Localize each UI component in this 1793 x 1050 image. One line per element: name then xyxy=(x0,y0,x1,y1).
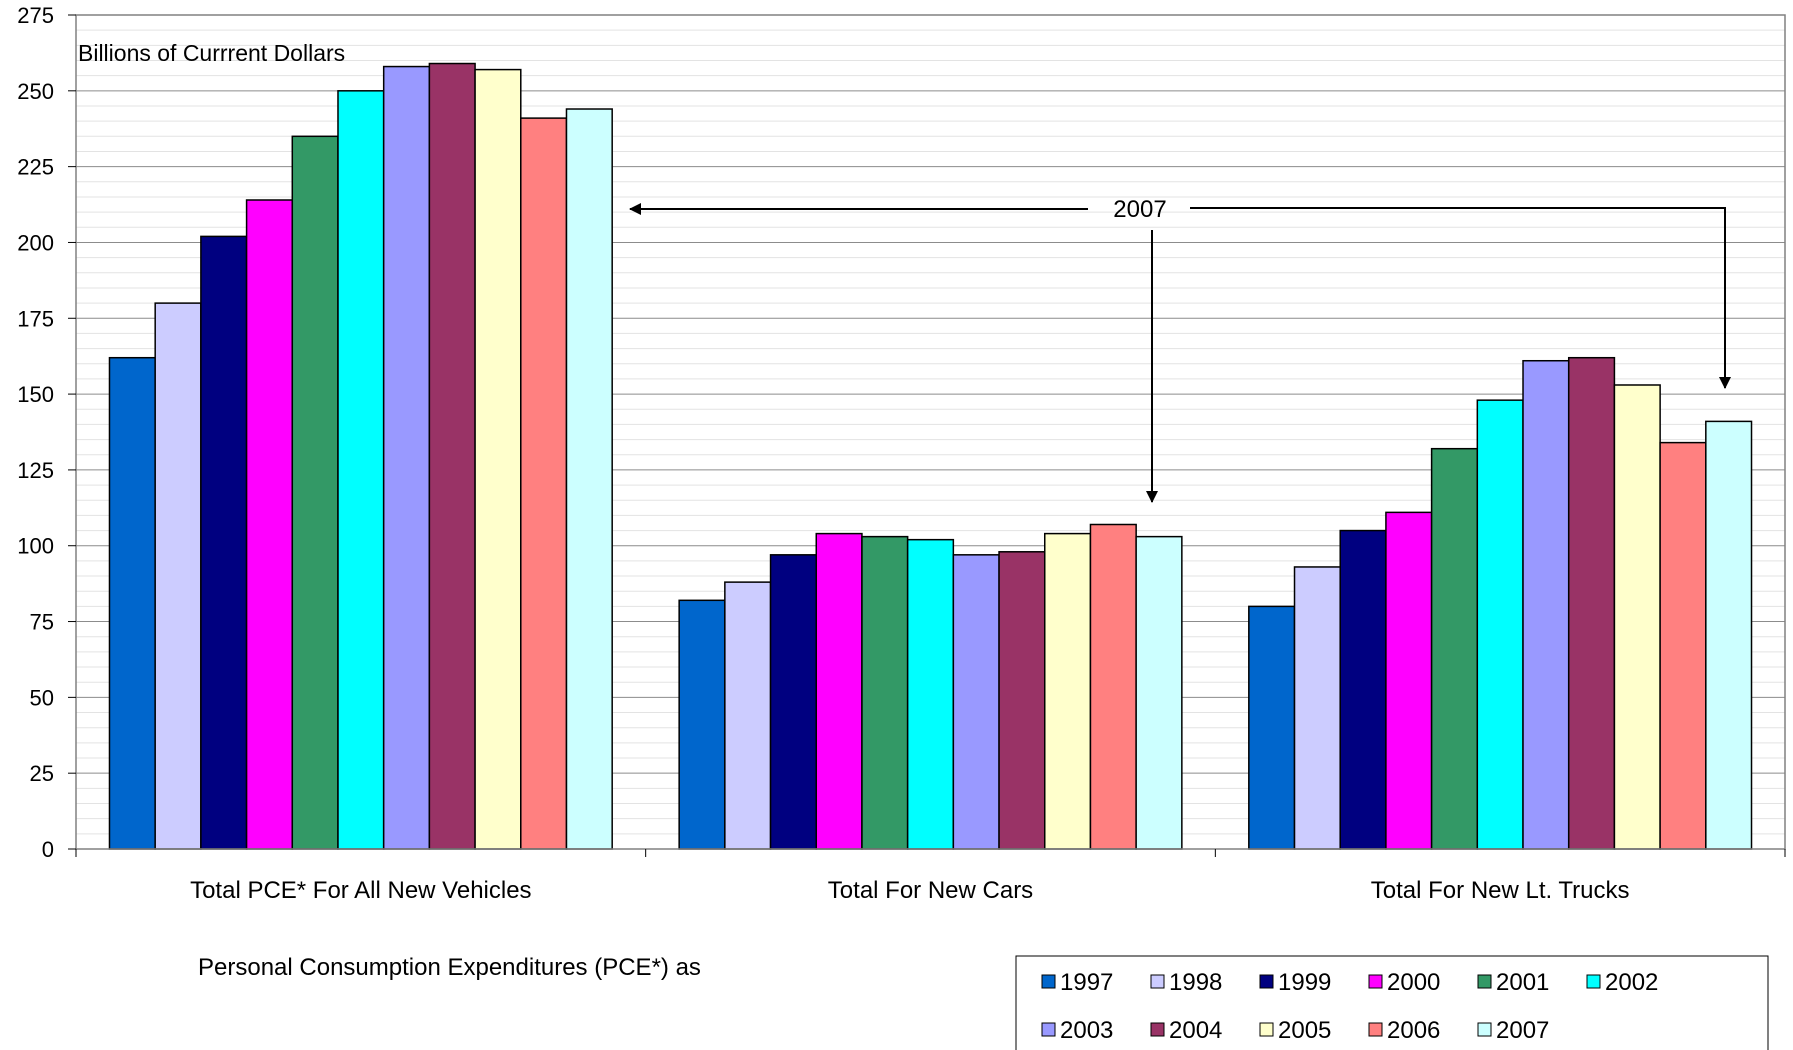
legend-swatch xyxy=(1041,1022,1056,1037)
legend-label: 1997 xyxy=(1060,969,1113,996)
bar-2002-3 xyxy=(1476,399,1524,850)
bar-2007-3 xyxy=(1705,420,1753,850)
legend-item-2003: 2003 xyxy=(1041,1017,1113,1044)
legend-swatch xyxy=(1368,1022,1383,1037)
legend-label: 2005 xyxy=(1278,1017,1331,1044)
legend-item-2004: 2004 xyxy=(1150,1017,1222,1044)
legend-swatch xyxy=(1368,974,1383,989)
x-category-label: Total For New Lt. Trucks xyxy=(1371,877,1630,904)
x-category-label: Total For New Cars xyxy=(828,877,1033,904)
legend-label: 2000 xyxy=(1387,969,1440,996)
legend-item-2005: 2005 xyxy=(1259,1017,1331,1044)
legend-item-1997: 1997 xyxy=(1041,969,1113,996)
annotation-label: 2007 xyxy=(1113,196,1166,223)
legend-label: 1998 xyxy=(1169,969,1222,996)
bar-2001-2 xyxy=(861,535,909,850)
legend-label: 1999 xyxy=(1278,969,1331,996)
bar-2000-3 xyxy=(1385,511,1433,850)
bar-2006-3 xyxy=(1659,441,1707,850)
caption: Personal Consumption Expenditures (PCE*)… xyxy=(198,954,701,981)
legend-box xyxy=(1015,955,1769,1050)
legend-swatch xyxy=(1477,974,1492,989)
y-axis-label: Billions of Currrent Dollars xyxy=(78,40,345,66)
bar-2006-2 xyxy=(1089,523,1137,850)
y-tick-label: 275 xyxy=(17,3,54,28)
bar-2000-2 xyxy=(815,532,863,850)
plot-area-border xyxy=(75,14,1786,850)
bar-1998-2 xyxy=(724,581,772,850)
bar-2001-1 xyxy=(291,135,339,850)
legend-swatch xyxy=(1477,1022,1492,1037)
legend-swatch xyxy=(1041,974,1056,989)
bar-1998-1 xyxy=(154,302,202,850)
legend-item-2002: 2002 xyxy=(1586,969,1658,996)
bar-1999-1 xyxy=(200,235,248,850)
legend-label: 2002 xyxy=(1605,969,1658,996)
bar-2005-2 xyxy=(1044,532,1092,850)
bar-2004-2 xyxy=(998,551,1046,850)
y-tick-label: 225 xyxy=(17,155,54,180)
legend-label: 2007 xyxy=(1496,1017,1549,1044)
y-tick-label: 25 xyxy=(30,761,54,786)
bar-2000-1 xyxy=(245,199,294,850)
legend-item-1999: 1999 xyxy=(1259,969,1331,996)
legend: 1997 1998 1999 2000 2001 2002 2003 2004 2005 2006… xyxy=(1015,955,1769,1050)
bar-2001-3 xyxy=(1430,447,1479,850)
axes: 0 25 50 75 100 125 150 175 200 225 250 275 Total PCE… xyxy=(17,3,1786,904)
bar-2006-1 xyxy=(520,117,568,850)
legend-label: 2004 xyxy=(1169,1017,1222,1044)
y-tick-label: 75 xyxy=(30,610,54,635)
legend-swatch xyxy=(1259,974,1274,989)
bar-2007-2 xyxy=(1135,535,1183,850)
y-tick-label: 125 xyxy=(17,458,54,483)
bar-1999-3 xyxy=(1339,529,1387,850)
legend-label: 2003 xyxy=(1060,1017,1113,1044)
y-tick-label: 250 xyxy=(17,79,54,104)
bar-1997-1 xyxy=(108,356,156,850)
y-tick-label: 200 xyxy=(17,230,54,255)
bar-2004-3 xyxy=(1567,356,1616,850)
annotation-arrow-down-trucks xyxy=(1190,207,1731,389)
y-tick-label: 0 xyxy=(42,837,54,862)
legend-item-2007: 2007 xyxy=(1477,1017,1549,1044)
bar-2002-1 xyxy=(337,90,385,850)
annotation-2007: 2007 xyxy=(629,196,1731,503)
x-category-label: Total PCE* For All New Vehicles xyxy=(190,877,531,904)
bar-2003-3 xyxy=(1522,359,1570,850)
bar-1998-3 xyxy=(1293,566,1341,850)
legend-swatch xyxy=(1150,974,1165,989)
bar-1997-2 xyxy=(678,599,726,850)
bar-2005-1 xyxy=(474,68,522,850)
bar-2005-3 xyxy=(1613,384,1661,850)
bar-2003-1 xyxy=(382,65,431,850)
legend-label: 2006 xyxy=(1387,1017,1440,1044)
bar-2002-2 xyxy=(906,538,955,850)
bar-1999-2 xyxy=(769,554,817,850)
bar-2003-2 xyxy=(952,554,1000,850)
bar-2007-1 xyxy=(565,108,613,850)
bar-1997-3 xyxy=(1248,605,1296,850)
legend-swatch xyxy=(1259,1022,1274,1037)
legend-label: 2001 xyxy=(1496,969,1549,996)
legend-swatch xyxy=(1586,974,1601,989)
y-tick-label: 175 xyxy=(17,306,54,331)
bar-2004-1 xyxy=(428,62,476,850)
y-tick-label: 50 xyxy=(30,685,54,710)
y-tick-label: 150 xyxy=(17,382,54,407)
y-tick-label: 100 xyxy=(17,534,54,559)
legend-item-2006: 2006 xyxy=(1368,1017,1440,1044)
legend-item-1998: 1998 xyxy=(1150,969,1222,996)
bars xyxy=(108,62,1753,850)
legend-item-2000: 2000 xyxy=(1368,969,1440,996)
legend-swatch xyxy=(1150,1022,1165,1037)
legend-item-2001: 2001 xyxy=(1477,969,1549,996)
